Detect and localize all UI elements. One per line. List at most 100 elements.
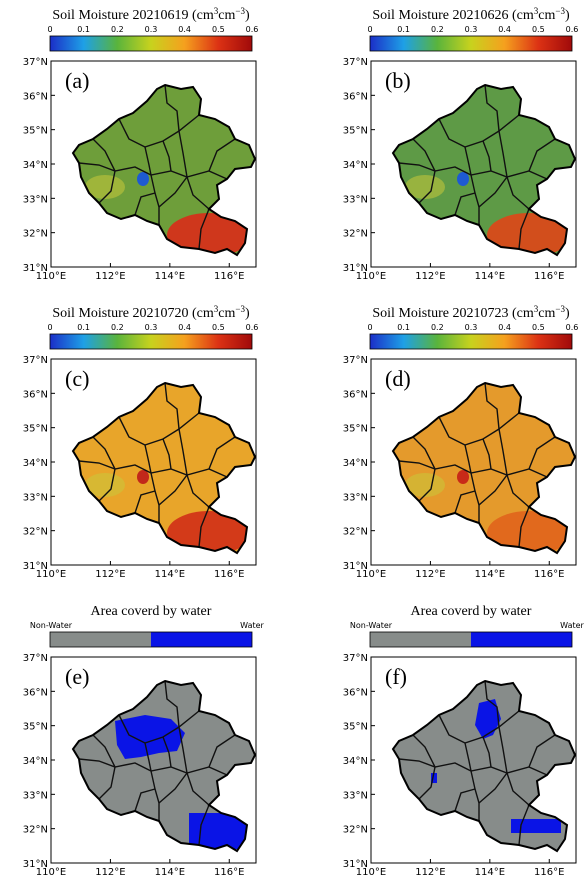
y-tick-label: 36°N [343, 389, 368, 400]
legend-right-label: Water [240, 621, 264, 630]
title-sup: −3 [555, 6, 565, 16]
x-tick-label: 114°E [475, 867, 505, 878]
x-tick-label: 110°E [36, 867, 66, 878]
district-border [198, 208, 210, 250]
x-tick-label: 112°E [415, 271, 445, 282]
colorbar-tick-label: 0 [367, 25, 372, 34]
legend-nonwater [50, 632, 151, 647]
district-border [412, 436, 436, 502]
district-border [484, 382, 500, 430]
y-tick-label: 37°N [23, 653, 48, 664]
colorbar-tick-label: 0.4 [498, 25, 511, 34]
region-overlay [85, 172, 251, 255]
colorbar-tick-label: 0.3 [465, 323, 478, 332]
y-tick-label: 35°N [23, 424, 48, 435]
center-spot [457, 470, 469, 484]
panel-d: Soil Moisture 20210723 (cm3cm−3)0 0.1 0.2 0… [343, 304, 579, 580]
x-tick-label: 112°E [95, 271, 125, 282]
legend-left-label: Non-Water [30, 621, 73, 630]
y-tick-label: 32°N [23, 229, 48, 240]
x-tick-label: 116°E [214, 867, 244, 878]
x-tick-label: 110°E [356, 271, 386, 282]
legend-frame [369, 631, 573, 648]
district-border [484, 84, 500, 132]
y-tick-label: 31°N [23, 263, 48, 274]
legend-water [151, 632, 252, 647]
y-tick-label: 31°N [343, 859, 368, 870]
district-border [208, 734, 236, 768]
district-border [144, 444, 160, 523]
title-sup: 3 [214, 6, 219, 16]
y-tick-label: 34°N [23, 160, 48, 171]
district-border [528, 138, 556, 172]
x-tick-label: 114°E [155, 569, 185, 580]
y-tick-label: 36°N [23, 91, 48, 102]
x-tick-label: 116°E [214, 271, 244, 282]
y-tick-label: 33°N [343, 790, 368, 801]
region-fill [393, 681, 575, 851]
y-tick-label: 32°N [343, 527, 368, 538]
x-tick-label: 112°E [415, 867, 445, 878]
province-border [71, 381, 257, 555]
y-tick-label: 34°N [343, 458, 368, 469]
district-border [144, 742, 160, 821]
y-tick-label: 32°N [343, 229, 368, 240]
district-border [164, 382, 180, 430]
title-text: Soil Moisture 20210619 (cm [52, 8, 213, 23]
district-border [198, 506, 210, 548]
district-border [144, 146, 160, 225]
colorbar-tick-label: 0.3 [145, 25, 158, 34]
water-west-spot [431, 773, 437, 783]
y-tick-label: 33°N [343, 194, 368, 205]
district-border [162, 736, 172, 768]
y-tick-label: 31°N [23, 561, 48, 572]
province-border [391, 679, 577, 853]
colorbar [369, 35, 573, 52]
colorbar-tick-label: 0.1 [397, 25, 410, 34]
panel-f: Area coverd by water Non-Water Water (f) 37°… [343, 604, 584, 878]
south-area [167, 213, 251, 255]
province-border [71, 679, 257, 853]
district-border [134, 490, 156, 514]
colorbar-tick-label: 0 [47, 25, 52, 34]
title-text: Soil Moisture 20210720 (cm [52, 306, 213, 321]
colorbar-tick-label: 0.1 [77, 25, 90, 34]
y-tick-label: 36°N [343, 687, 368, 698]
south-area [487, 213, 571, 255]
district-border [134, 788, 156, 812]
y-tick-label: 37°N [343, 653, 368, 664]
district-border [208, 138, 236, 172]
colorbar-tick-label: 0.4 [178, 323, 191, 332]
district-border [454, 490, 476, 514]
district-border [164, 84, 180, 132]
region [391, 83, 577, 257]
district-border [478, 772, 508, 804]
district-border [518, 506, 530, 548]
district-border [198, 804, 210, 846]
center-spot [137, 470, 149, 484]
title-sup: 3 [214, 304, 219, 314]
colorbar-tick-label: 0.3 [145, 323, 158, 332]
y-tick-label: 32°N [23, 527, 48, 538]
region [71, 381, 257, 555]
y-tick-label: 37°N [23, 355, 48, 366]
colorbar-tick-label: 0.5 [532, 323, 545, 332]
district-border [158, 474, 188, 506]
y-tick-label: 35°N [23, 722, 48, 733]
legend-nonwater [370, 632, 471, 647]
title-unit: cm [538, 306, 555, 321]
legend-right-label: Water [560, 621, 584, 630]
y-tick-label: 34°N [23, 756, 48, 767]
panel-a: Soil Moisture 20210619 (cm3cm−3)0 0.1 0.2 0… [23, 6, 259, 282]
district-border [478, 176, 508, 208]
colorbar [49, 35, 253, 52]
title-sup: 3 [534, 6, 539, 16]
region-overlay [85, 470, 251, 553]
colorbar-tick-label: 0.1 [77, 323, 90, 332]
region [391, 381, 577, 555]
title-sup: −3 [235, 6, 245, 16]
panel-label: (f) [385, 664, 407, 689]
